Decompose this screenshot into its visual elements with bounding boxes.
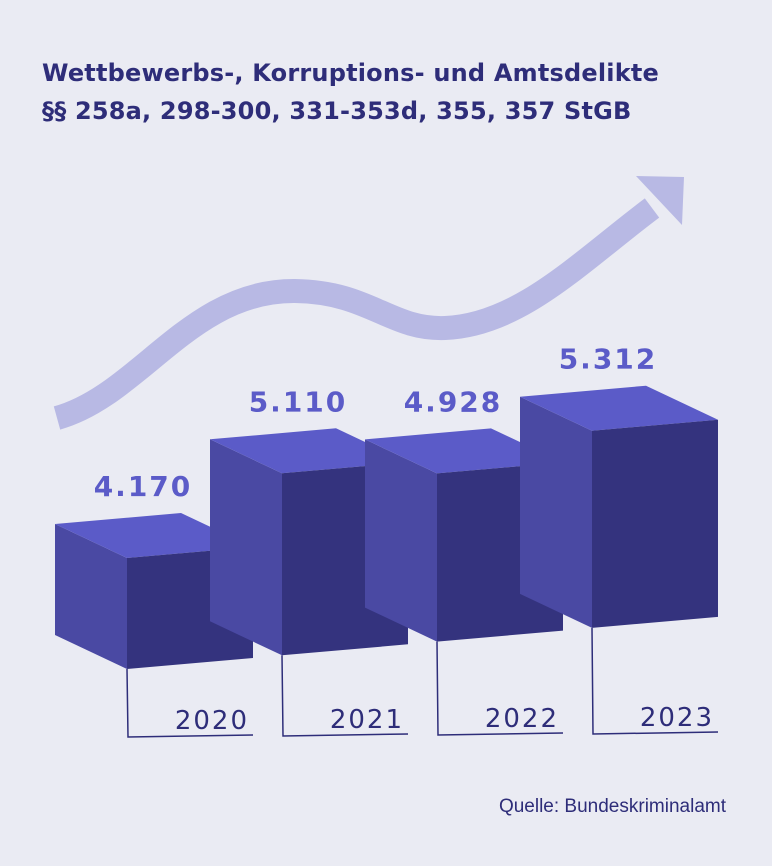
cube-side-face: [365, 439, 437, 642]
cube-side-face: [520, 396, 592, 628]
source-note: Quelle: Bundeskriminalamt: [498, 796, 726, 817]
cube-side-face: [210, 439, 282, 656]
title-line-2: §§ 258a, 298-300, 331-353d, 355, 357 StG…: [42, 97, 632, 125]
year-label: 2022: [485, 704, 559, 734]
year-leader-line: [281, 655, 409, 737]
trend-arrow-shaft: [53, 198, 660, 430]
year-label: 2023: [640, 703, 714, 733]
cube-top-face: [210, 428, 408, 474]
year-leader-line: [126, 668, 254, 738]
cube-front-face: [592, 419, 718, 628]
value-label: 5.110: [249, 385, 348, 418]
year-leader-line: [591, 627, 719, 735]
year-leader-line: [436, 641, 564, 736]
value-label: 5.312: [559, 343, 658, 376]
chart-title: Wettbewerbs-, Korruptions- und Amtsdelik…: [42, 54, 659, 130]
value-label: 4.170: [94, 470, 193, 503]
year-label: 2020: [175, 706, 249, 736]
cube-top-face: [365, 428, 563, 474]
title-line-1: Wettbewerbs-, Korruptions- und Amtsdelik…: [42, 59, 660, 87]
cube-bar-2023: [520, 385, 719, 735]
trend-arrow-head: [636, 176, 684, 225]
cube-top-face: [55, 513, 253, 558]
value-label: 4.928: [404, 385, 503, 418]
cube-top-face: [520, 385, 718, 431]
year-label: 2021: [330, 705, 404, 735]
cube-side-face: [55, 524, 127, 669]
